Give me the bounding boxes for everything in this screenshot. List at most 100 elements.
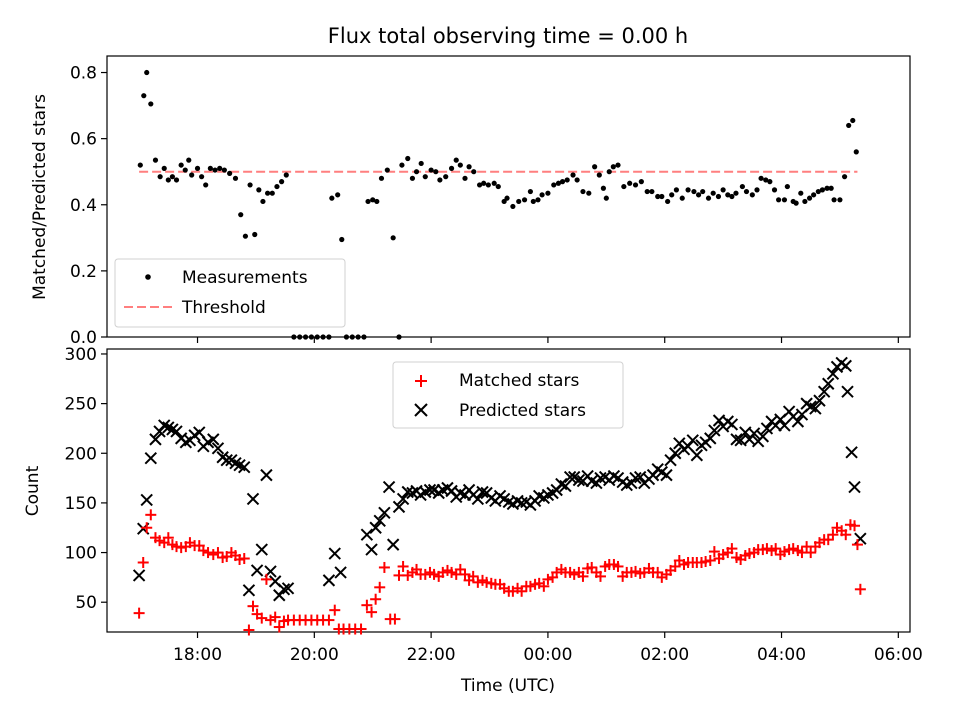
measurement-point [527, 188, 534, 195]
measurement-point [754, 187, 760, 193]
measurement-point [390, 235, 396, 241]
predicted-star-point [730, 433, 743, 446]
matched-star-point [366, 606, 378, 618]
predicted-star-point [334, 566, 347, 579]
matched-star-point [212, 547, 224, 559]
measurement-point [144, 69, 150, 76]
matched-star-point [454, 563, 466, 575]
measurement-point [729, 193, 735, 200]
count-legend[interactable]: Matched stars Predicted stars [392, 361, 624, 429]
matched-star-point [260, 573, 272, 585]
measurement-point [673, 187, 680, 193]
matched-star-point [370, 593, 382, 605]
matched-star-point [577, 570, 589, 582]
measurement-point [495, 183, 501, 190]
predicted-star-point [246, 492, 260, 506]
predicted-star-point [839, 359, 852, 373]
matched-star-point [202, 547, 214, 559]
count-x-tick-label: 06:00 [874, 645, 923, 665]
measurement-point [165, 177, 171, 183]
matched-star-point [726, 543, 738, 555]
measurement-point [232, 175, 239, 181]
measurement-point [679, 195, 685, 201]
count-y-tick-label: 250 [65, 395, 97, 415]
measurement-point [448, 165, 455, 171]
measurement-point [189, 172, 195, 178]
measurement-point [715, 193, 722, 200]
measurement-point [283, 172, 289, 178]
measurement-point [767, 179, 773, 185]
matched-star-point [247, 600, 259, 612]
measurement-point [824, 185, 830, 191]
measurement-point [247, 182, 253, 188]
count-x-tick-label: 18:00 [173, 645, 222, 665]
predicted-star-point [848, 480, 861, 494]
measurement-point [335, 192, 341, 198]
matched-star-point [805, 547, 817, 559]
measurement-point [265, 190, 271, 196]
measurement-point [161, 165, 167, 171]
measurement-point [413, 169, 420, 175]
predicted-star-point [369, 521, 382, 534]
legend-measurements-marker [145, 274, 151, 280]
matched-star-point [389, 613, 401, 625]
measurement-point [837, 197, 843, 203]
measurement-point [700, 188, 706, 195]
predicted-star-point [423, 483, 437, 497]
measurement-point [806, 195, 813, 201]
measurement-point [535, 197, 541, 203]
measurement-point [476, 182, 483, 188]
predicted-star-point [708, 424, 721, 437]
matched-star-point [197, 545, 209, 557]
predicted-star-point [756, 430, 770, 443]
predicted-star-point [132, 569, 146, 582]
predicted-star-point [373, 514, 386, 527]
matched-star-point [851, 539, 863, 551]
predicted-star-point [207, 433, 220, 446]
ratio-y-tick-label: 0.6 [70, 130, 97, 150]
measurement-point [194, 165, 201, 171]
predicted-star-point [809, 402, 822, 415]
ratio-y-tick-label: 0.2 [70, 262, 97, 282]
predicted-star-point [845, 446, 858, 459]
measurement-point [739, 183, 745, 190]
chart-title: Flux total observing time = 0.00 h [328, 24, 688, 48]
matched-star-point [840, 529, 852, 541]
legend-predicted-label: Predicted stars [459, 401, 586, 421]
measurement-point [274, 183, 280, 190]
matched-star-point [849, 520, 861, 532]
measurement-point [481, 180, 487, 186]
predicted-star-point [690, 449, 704, 462]
measurement-point [378, 175, 385, 181]
measurement-point [516, 198, 522, 205]
measurement-point [462, 175, 468, 181]
ratio-y-axis: 0.0 0.2 0.4 0.6 0.8 [70, 64, 107, 348]
measurement-point [555, 180, 562, 186]
predicted-star-point [386, 538, 400, 551]
ratio-legend-box [114, 258, 346, 328]
matched-star-point [137, 556, 149, 568]
measurement-point [361, 334, 367, 340]
legend-predicted-marker [414, 403, 428, 417]
matched-star-point [717, 549, 729, 561]
predicted-star-point [211, 442, 225, 455]
matched-star-point [323, 614, 335, 626]
measurement-point [374, 198, 380, 205]
predicted-star-point [322, 574, 336, 587]
count-y-tick-label: 200 [65, 444, 97, 464]
matched-star-point [516, 585, 528, 597]
measurement-point [725, 192, 731, 198]
ratio-legend[interactable]: Measurements Threshold [114, 258, 346, 328]
measurement-point [720, 187, 726, 193]
measurement-point [580, 188, 586, 195]
predicted-star-point [149, 433, 162, 446]
measurement-point [705, 195, 712, 201]
measurement-point [811, 192, 817, 198]
measurement-point [665, 198, 671, 205]
predicted-star-point [255, 543, 268, 556]
measurement-point [405, 155, 411, 162]
measurement-point [471, 169, 477, 175]
matched-star-point [787, 543, 799, 555]
predicted-star-point [392, 500, 406, 514]
